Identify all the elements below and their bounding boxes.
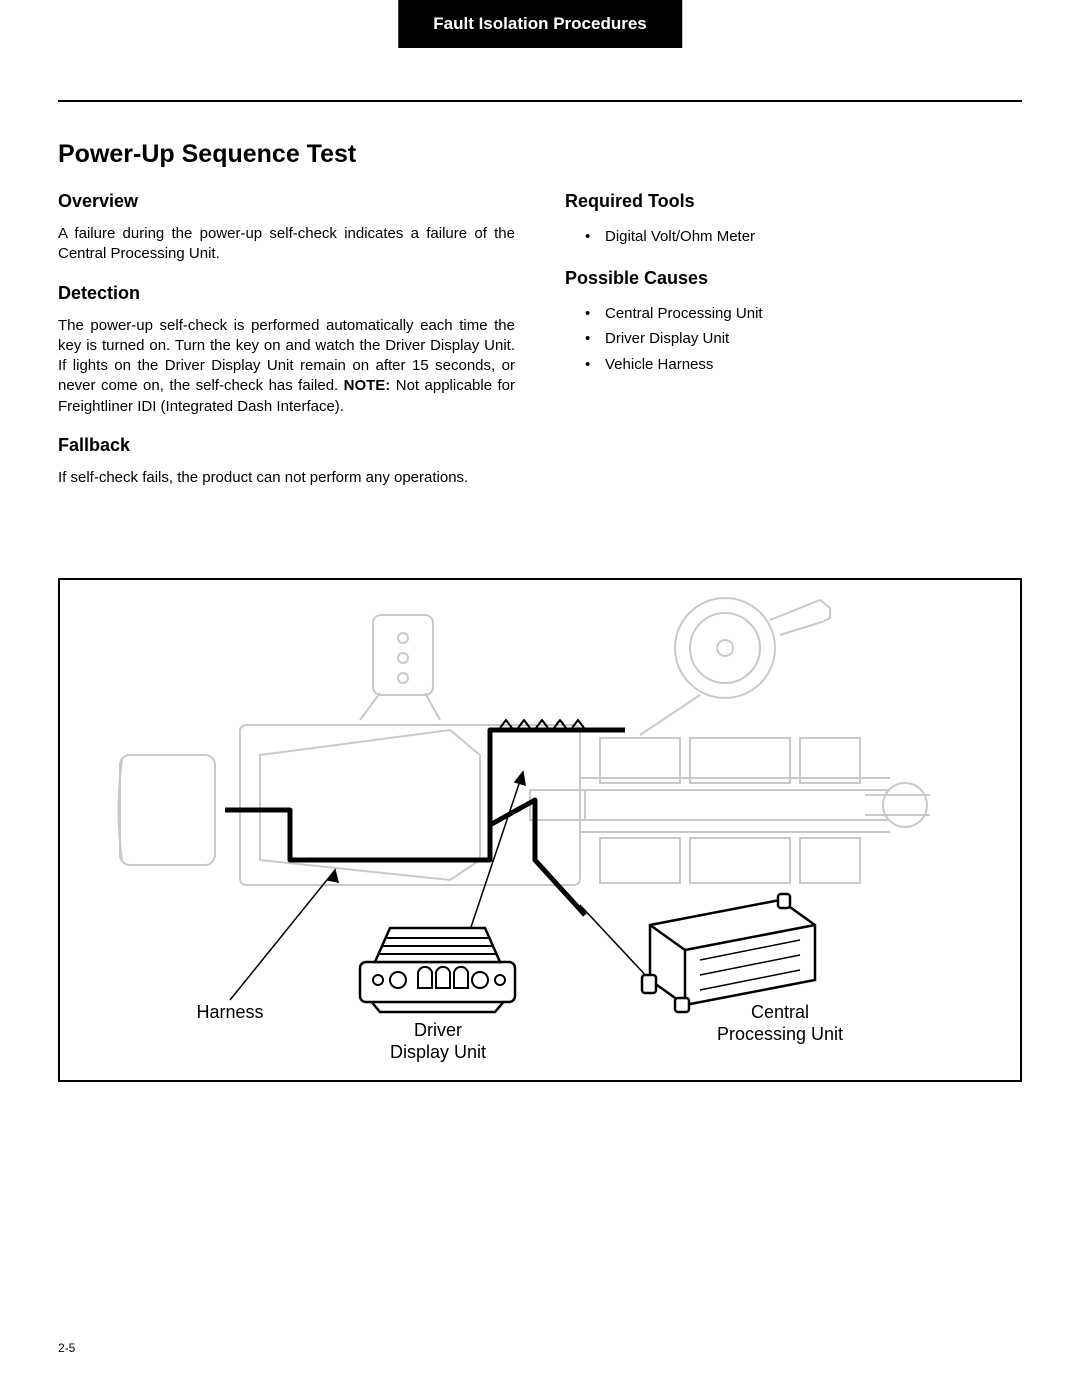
list-item: Digital Volt/Ohm Meter	[605, 224, 1022, 250]
header-title: Fault Isolation Procedures	[398, 0, 682, 48]
tools-list: Digital Volt/Ohm Meter	[565, 224, 1022, 250]
divider	[58, 100, 1022, 102]
fallback-body: If self-check fails, the product can not…	[58, 468, 515, 488]
label-harness: Harness	[196, 1002, 263, 1022]
page-number: 2-5	[58, 1341, 75, 1355]
causes-heading: Possible Causes	[565, 268, 1022, 289]
label-ddu-l2: Display Unit	[390, 1042, 486, 1062]
left-column: Overview A failure during the power-up s…	[58, 191, 515, 492]
list-item: Vehicle Harness	[605, 352, 1022, 378]
label-cpu-l1: Central	[751, 1002, 809, 1022]
detection-heading: Detection	[58, 283, 515, 304]
list-item: Central Processing Unit	[605, 301, 1022, 327]
label-ddu-l1: Driver	[414, 1020, 462, 1040]
page-title: Power-Up Sequence Test	[58, 140, 1022, 169]
fallback-heading: Fallback	[58, 435, 515, 456]
label-cpu-l2: Processing Unit	[717, 1024, 843, 1044]
system-diagram: Harness Driver Display Unit Central Proc…	[58, 578, 1022, 1082]
list-item: Driver Display Unit	[605, 326, 1022, 352]
right-column: Required Tools Digital Volt/Ohm Meter Po…	[565, 191, 1022, 492]
content: Power-Up Sequence Test Overview A failur…	[58, 140, 1022, 492]
overview-heading: Overview	[58, 191, 515, 212]
tools-heading: Required Tools	[565, 191, 1022, 212]
overview-body: A failure during the power-up self-check…	[58, 224, 515, 265]
causes-list: Central Processing Unit Driver Display U…	[565, 301, 1022, 378]
note-label: NOTE:	[344, 377, 391, 394]
detection-body: The power-up self-check is performed aut…	[58, 316, 515, 417]
